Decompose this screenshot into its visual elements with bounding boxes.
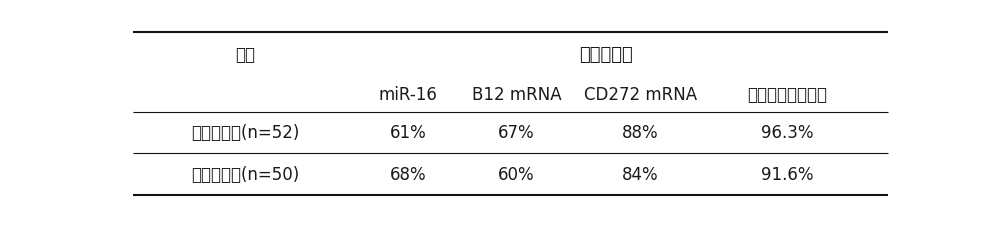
Text: 68%: 68%	[390, 165, 426, 183]
Text: 60%: 60%	[498, 165, 535, 183]
Text: CD272 mRNA: CD272 mRNA	[584, 85, 697, 103]
Text: 96.3%: 96.3%	[761, 124, 814, 142]
Text: 健康志愿者(n=50): 健康志愿者(n=50)	[191, 165, 299, 183]
Text: 组合前述三种指标: 组合前述三种指标	[748, 85, 828, 103]
Text: 84%: 84%	[622, 165, 659, 183]
Text: 61%: 61%	[390, 124, 426, 142]
Text: miR-16: miR-16	[378, 85, 437, 103]
Text: B12 mRNA: B12 mRNA	[472, 85, 561, 103]
Text: 91.6%: 91.6%	[761, 165, 814, 183]
Text: 88%: 88%	[622, 124, 659, 142]
Text: 指标: 指标	[235, 45, 255, 63]
Text: 67%: 67%	[498, 124, 535, 142]
Text: 肺结核患者(n=52): 肺结核患者(n=52)	[191, 124, 299, 142]
Text: 诊断准确率: 诊断准确率	[579, 45, 632, 63]
